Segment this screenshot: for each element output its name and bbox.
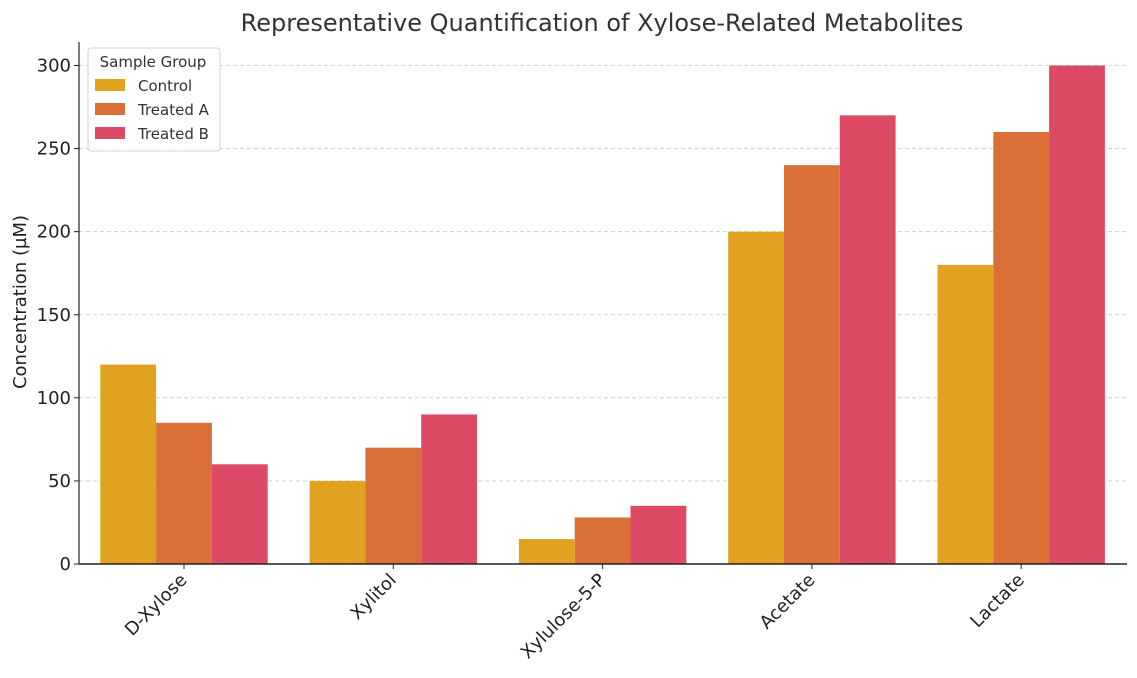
y-tick-label: 200 <box>37 222 71 243</box>
y-ticks: 0 50 100 150 200 250 300 <box>37 56 79 575</box>
x-tick-label: Xylitol <box>346 570 400 624</box>
legend-label: Control <box>138 77 192 95</box>
y-tick-label: 250 <box>37 139 71 160</box>
bar-control-acetate <box>728 231 784 564</box>
bars <box>100 65 1105 564</box>
y-axis-label: Concentration (µM) <box>10 215 31 389</box>
legend-items: Control Treated A Treated B <box>95 77 210 143</box>
bar-treated-a-xylulose-5-p <box>574 517 631 564</box>
legend: Sample Group Control Treated A Treated B <box>87 47 221 152</box>
legend-label: Treated A <box>137 101 210 119</box>
legend-box <box>87 47 221 152</box>
bar-control-xylitol <box>309 480 366 564</box>
bar-treated-b-d-xylose <box>211 464 268 564</box>
y-tick-label: 0 <box>60 554 71 575</box>
bar-control-xylulose-5-p <box>518 539 575 564</box>
legend-swatch <box>95 127 125 139</box>
x-tick-label: Acetate <box>756 570 820 634</box>
bar-treated-a-lactate <box>993 131 1050 564</box>
bar-treated-a-acetate <box>784 165 840 564</box>
bar-treated-a-xylitol <box>365 447 422 564</box>
bar-control-d-xylose <box>100 364 157 564</box>
bar-treated-b-lactate <box>1049 65 1105 564</box>
chart-title: Representative Quantification of Xylose-… <box>241 9 964 37</box>
legend-swatch <box>95 103 125 115</box>
legend-swatch <box>95 79 125 91</box>
x-tick-label: Lactate <box>966 570 1028 632</box>
bar-treated-b-acetate <box>839 115 896 564</box>
y-tick-label: 300 <box>37 56 71 77</box>
bar-treated-a-d-xylose <box>156 422 212 564</box>
bar-control-lactate <box>937 264 994 564</box>
x-tick-label: D-Xylose <box>121 570 192 641</box>
y-tick-label: 50 <box>48 471 71 492</box>
legend-label: Treated B <box>137 125 209 143</box>
legend-title: Sample Group <box>100 53 207 71</box>
x-ticks: D-Xylose Xylitol Xylulose-5-P Acetate Lactat… <box>121 564 1029 663</box>
bar-treated-b-xylulose-5-p <box>630 505 687 564</box>
y-tick-label: 150 <box>37 305 71 326</box>
x-tick-label: Xylulose-5-P <box>517 570 611 664</box>
bar-treated-b-xylitol <box>421 414 477 564</box>
y-tick-label: 100 <box>37 388 71 409</box>
